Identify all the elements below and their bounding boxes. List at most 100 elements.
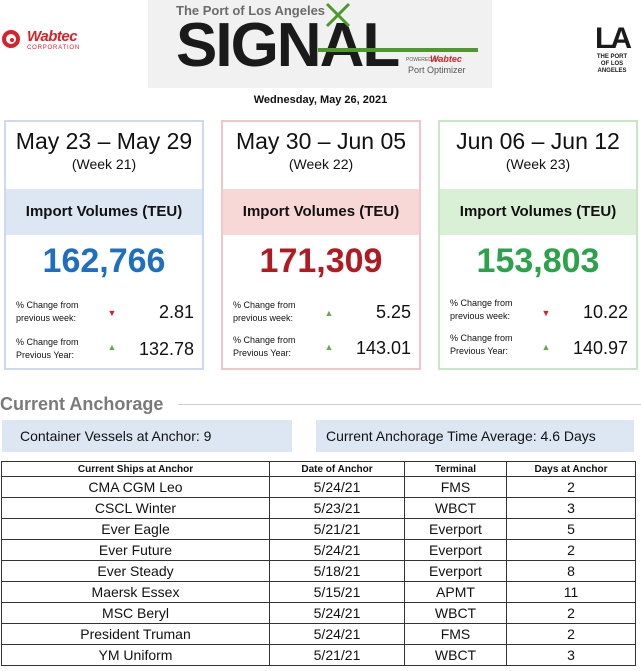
week-card-21: May 23 – May 29 (Week 21) Import Volumes…: [4, 120, 204, 370]
week-range: Jun 06 – Jun 12: [456, 128, 620, 154]
table-row: Ever Eagle 5/21/21 Everport 5: [1, 518, 636, 540]
week-number: (Week 21): [71, 156, 137, 172]
signal-underline: [318, 48, 478, 52]
days-at-anchor: 3: [506, 644, 636, 666]
port-of-la-logo: LA THE PORT OF LOS ANGELES: [586, 24, 638, 76]
col-days-at-anchor: Days at Anchor: [506, 461, 636, 477]
week-number: (Week 22): [288, 156, 354, 172]
prev-week-label: % Change from previous week:: [233, 299, 318, 325]
terminal: APMT: [404, 581, 507, 603]
prev-week-label-line1: % Change from: [450, 298, 513, 308]
ship-name: YM Uniform: [1, 644, 270, 666]
days-at-anchor: 2: [506, 476, 636, 498]
ship-name: Maersk Essex: [1, 581, 270, 603]
days-at-anchor: 2: [506, 602, 636, 624]
wabtec-ring-icon: [2, 30, 20, 48]
signal-wordmark: SIGNAL: [176, 11, 400, 80]
import-volumes-label: Import Volumes (TEU): [6, 189, 202, 235]
prev-week-label-line2: previous week:: [16, 313, 77, 323]
import-volumes-label: Import Volumes (TEU): [223, 189, 419, 235]
table-row: Ever Steady 5/18/21 Everport 8: [1, 560, 636, 582]
table-row: Ever Future 5/24/21 Everport 2: [1, 539, 636, 561]
table-row: YM Uniform 5/21/21 WBCT 3: [1, 644, 636, 666]
signal-banner: The Port of Los Angeles SIGNAL POWERED B…: [148, 0, 492, 88]
terminal: Everport: [404, 539, 507, 561]
port-title: The Port of Los Angeles: [176, 3, 326, 18]
anchor-date: 5/21/21: [269, 644, 405, 666]
anchor-date: 5/24/21: [269, 539, 405, 561]
ship-name: MSC Beryl: [1, 602, 270, 624]
col-terminal: Terminal: [404, 461, 507, 477]
wabtec-logo: Wabtec CORPORATION: [0, 28, 110, 62]
days-at-anchor: 8: [506, 560, 636, 582]
up-arrow-icon: ▲: [324, 308, 334, 318]
days-at-anchor: 2: [506, 623, 636, 645]
la-sub-2: OF LOS ANGELES: [597, 61, 627, 74]
ships-at-anchor-table: Current Ships at Anchor Date of Anchor T…: [1, 461, 636, 666]
terminal: FMS: [404, 623, 507, 645]
prev-year-label: % Change from Previous Year:: [233, 334, 318, 360]
la-sub-1: THE PORT: [596, 54, 628, 60]
terminal: Everport: [404, 518, 507, 540]
table-row: Maersk Essex 5/15/21 APMT 11: [1, 581, 636, 603]
up-arrow-icon: ▲: [324, 342, 334, 352]
prev-week-label-line1: % Change from: [233, 300, 296, 310]
anchor-date: 5/23/21: [269, 497, 405, 519]
days-at-anchor: 11: [506, 581, 636, 603]
current-anchorage-title: Current Anchorage: [0, 394, 164, 414]
week-card-23: Jun 06 – Jun 12 (Week 23) Import Volumes…: [438, 120, 638, 370]
down-arrow-icon: ▼: [541, 308, 551, 318]
prev-week-label: % Change from previous week:: [16, 299, 101, 325]
week-range: May 23 – May 29: [15, 128, 193, 154]
anchor-date: 5/18/21: [269, 560, 405, 582]
section-divider: [178, 404, 641, 405]
prev-year-label-line1: % Change from: [16, 337, 79, 347]
days-at-anchor: 2: [506, 539, 636, 561]
table-header-row: Current Ships at Anchor Date of Anchor T…: [1, 461, 636, 477]
powered-brand: Wabtec: [430, 54, 462, 64]
days-at-anchor: 3: [506, 497, 636, 519]
signal-x-icon: [325, 2, 351, 28]
anchor-date: 5/24/21: [269, 476, 405, 498]
anchorage-time-average: Current Anchorage Time Average: 4.6 Days: [316, 420, 634, 452]
prev-year-label-line1: % Change from: [233, 335, 296, 345]
prev-year-label: % Change from Previous Year:: [16, 336, 101, 362]
anchor-date: 5/21/21: [269, 518, 405, 540]
col-ship-name: Current Ships at Anchor: [1, 461, 270, 477]
up-arrow-icon: ▲: [541, 342, 551, 352]
prev-week-change: 10.22: [582, 302, 628, 322]
wabtec-corporation: CORPORATION: [27, 45, 81, 51]
vessels-at-anchor: Container Vessels at Anchor: 9: [2, 420, 292, 452]
ship-name: CSCL Winter: [1, 497, 270, 519]
terminal: FMS: [404, 476, 507, 498]
prev-year-label-line1: % Change from: [450, 333, 513, 343]
prev-year-label-line2: Previous Year:: [16, 350, 75, 360]
prev-year-change: 143.01: [355, 338, 411, 358]
prev-year-label: % Change from Previous Year:: [450, 332, 535, 358]
week-number: (Week 23): [505, 156, 571, 172]
prev-year-change: 140.97: [572, 338, 628, 358]
terminal: WBCT: [404, 644, 507, 666]
prev-week-label: % Change from previous week:: [450, 297, 535, 323]
ship-name: President Truman: [1, 623, 270, 645]
powered-by: POWERED BY: [406, 57, 440, 63]
terminal: WBCT: [404, 602, 507, 624]
down-arrow-icon: ▼: [107, 308, 117, 318]
anchor-date: 5/24/21: [269, 602, 405, 624]
prev-year-label-line2: Previous Year:: [450, 346, 509, 356]
prev-week-label-line1: % Change from: [16, 300, 79, 310]
terminal: Everport: [404, 560, 507, 582]
prev-week-label-line2: previous week:: [450, 311, 511, 321]
ship-name: Ever Steady: [1, 560, 270, 582]
anchor-date: 5/24/21: [269, 623, 405, 645]
prev-year-change: 132.78: [138, 339, 194, 359]
prev-year-label-line2: Previous Year:: [233, 348, 292, 358]
days-at-anchor: 5: [506, 518, 636, 540]
prev-week-label-line2: previous week:: [233, 313, 294, 323]
table-row: CMA CGM Leo 5/24/21 FMS 2: [1, 476, 636, 498]
import-volume-value: 171,309: [259, 242, 383, 280]
import-volumes-label: Import Volumes (TEU): [440, 189, 636, 235]
import-volume-value: 162,766: [42, 242, 166, 280]
up-arrow-icon: ▲: [107, 342, 117, 352]
week-range: May 30 – Jun 05: [235, 128, 407, 154]
